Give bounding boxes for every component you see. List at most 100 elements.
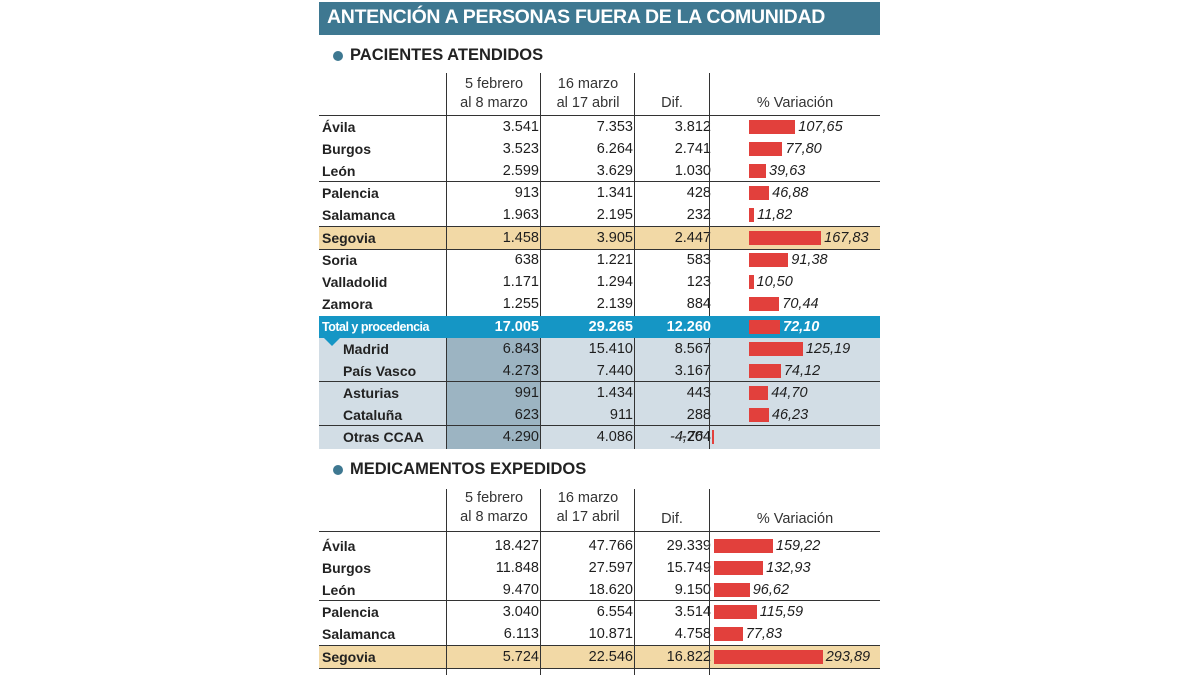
column-header-dif: Dif. [661, 95, 683, 111]
value-dif: 3.167 [674, 363, 711, 379]
value-dif: 123 [686, 274, 711, 290]
value-period2: 27.597 [588, 560, 633, 576]
value-period2: 1.221 [596, 252, 633, 268]
table-row: País Vasco 4.273 7.440 3.167 74,12 [319, 360, 880, 382]
value-period1: 623 [514, 407, 539, 423]
column-header-period2: 16 marzo al 17 abril [556, 490, 620, 525]
value-dif: 288 [686, 407, 711, 423]
variation-percent: 132,93 [766, 560, 811, 576]
value-period2: 10.871 [588, 626, 633, 642]
table-row: León 2.599 3.629 1.030 39,63 [319, 160, 880, 182]
value-period1: 4.273 [502, 363, 539, 379]
value-period2: 47.766 [588, 538, 633, 554]
variation-bar [749, 208, 755, 222]
variation-bar [714, 605, 757, 619]
value-period2: 1.434 [596, 385, 633, 401]
divider [709, 73, 710, 116]
value-period2: 1.341 [596, 185, 633, 201]
column-header-variacion: % Variación [756, 511, 834, 527]
page-title: ANTENCIÓN A PERSONAS FUERA DE LA COMUNID… [327, 6, 826, 28]
variation-bar [749, 408, 769, 422]
value-dif: 443 [686, 385, 711, 401]
variation-percent: 70,44 [782, 296, 819, 312]
value-period1: 11.848 [495, 560, 539, 576]
variation-bar [714, 539, 773, 553]
row-label: País Vasco [343, 363, 417, 379]
bullet-dot-icon [333, 465, 343, 475]
table-row: Soria 638 1.221 583 91,38 [319, 249, 880, 271]
variation-percent: 96,62 [752, 582, 790, 598]
divider [634, 531, 635, 675]
value-period1: 913 [514, 185, 539, 201]
variation-percent: 10,50 [756, 274, 793, 290]
divider [319, 425, 880, 426]
divider [540, 116, 541, 316]
divider [319, 181, 880, 182]
row-label: Valladolid [322, 274, 388, 290]
table-row: Burgos 3.523 6.264 2.741 77,80 [319, 138, 880, 160]
variation-bar [749, 342, 803, 356]
value-dif: 12.260 [666, 319, 711, 335]
variation-percent: 77,83 [745, 626, 783, 642]
row-label: Soria [322, 252, 358, 268]
value-period2: 7.440 [596, 363, 633, 379]
row-label: León [322, 582, 356, 598]
row-label: Otras CCAA [343, 429, 424, 445]
table-row: Asturias 991 1.434 443 44,70 [319, 382, 880, 404]
variation-bar [749, 186, 770, 200]
table-row: Ávila 3.541 7.353 3.812 107,65 [319, 116, 880, 138]
value-period1: 5.724 [502, 649, 539, 665]
variation-percent: 107,65 [798, 119, 843, 135]
variation-bar [714, 627, 743, 641]
value-period1: 638 [514, 252, 539, 268]
bullet-dot-icon [333, 51, 343, 61]
table-row: Zamora 1.255 2.139 884 70,44 [319, 293, 880, 315]
value-period1: 4.290 [502, 429, 539, 445]
value-period1: 9.470 [502, 582, 539, 598]
variation-bar [749, 231, 822, 245]
divider [540, 338, 541, 449]
value-period1: 18.427 [494, 538, 539, 554]
variation-bar [749, 164, 767, 178]
divider [540, 531, 541, 675]
column-header-period2: 16 marzo al 17 abril [556, 76, 620, 111]
value-dif: 3.812 [674, 119, 711, 135]
value-period1: 3.040 [502, 604, 539, 620]
value-dif: 2.447 [674, 230, 711, 246]
row-label: Burgos [322, 560, 371, 576]
value-period1: 3.523 [502, 141, 539, 157]
value-dif: 3.514 [674, 604, 711, 620]
table-row: Burgos 11.848 27.597 15.749 132,93 [319, 557, 880, 579]
divider [709, 338, 710, 449]
row-label: Salamanca [322, 207, 396, 223]
value-dif: -204 [681, 429, 711, 445]
table-row: Segovia 1.458 3.905 2.447 167,83 [319, 227, 880, 249]
column-header-dif: Dif. [661, 511, 683, 527]
value-period1: 1.171 [502, 274, 539, 290]
value-period1: 1.458 [502, 230, 539, 246]
value-period2: 1.294 [596, 274, 633, 290]
divider [319, 381, 880, 382]
table-row: Otras CCAA 4.290 4.086 -204 -4,76 [319, 426, 880, 448]
divider [709, 531, 710, 675]
variation-bar [714, 583, 750, 597]
row-label: Cataluña [343, 407, 403, 423]
value-period1: 1.963 [502, 207, 539, 223]
variation-bar [714, 650, 823, 664]
column-header-period1: 5 febrero al 8 marzo [460, 76, 528, 111]
pointer-triangle-icon [323, 337, 341, 346]
variation-percent: 72,10 [783, 319, 820, 335]
divider [319, 226, 880, 227]
divider [446, 73, 447, 116]
value-period1: 991 [514, 385, 539, 401]
origin-highlight-column [447, 338, 541, 449]
column-header-variacion: % Variación [756, 95, 834, 111]
row-label: Total y procedencia [322, 320, 429, 334]
variation-percent: 74,12 [783, 363, 821, 379]
value-dif: 15.749 [666, 560, 711, 576]
row-label: León [322, 163, 356, 179]
row-label: Salamanca [322, 626, 396, 642]
value-period2: 3.905 [596, 230, 633, 246]
variation-percent: 46,88 [772, 185, 809, 201]
value-dif: 232 [686, 207, 711, 223]
